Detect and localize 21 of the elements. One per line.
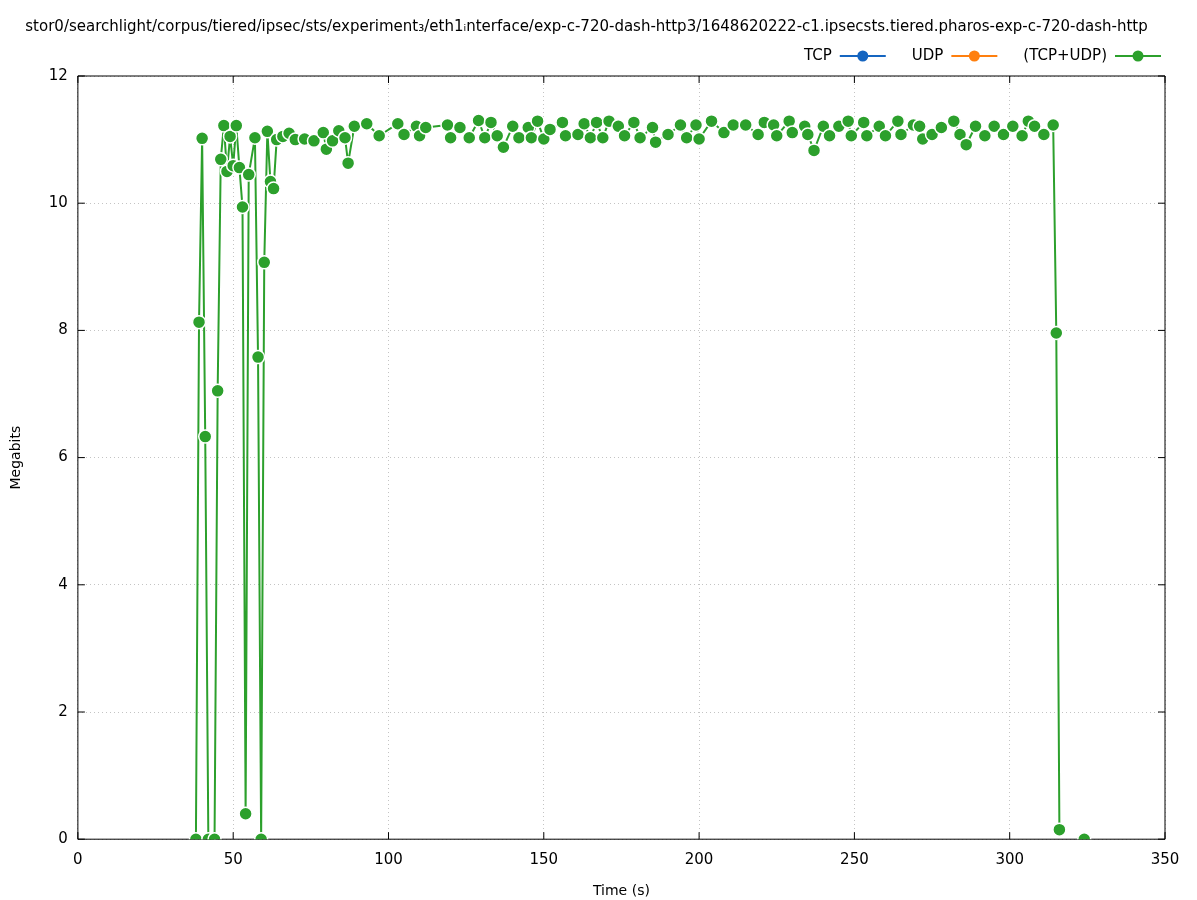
x-tick-label: 150	[529, 850, 559, 869]
legend-label: UDP	[911, 45, 944, 64]
y-tick-label: 6	[58, 447, 68, 466]
y-axis-title: Megabits	[7, 425, 24, 490]
y-tick-label: 12	[48, 65, 68, 84]
x-tick-label: 100	[374, 850, 403, 869]
chart-title: stor0/searchlight/corpus/tiered/ipsec/sts/experiment₃/eth1ᵢnterface/exp-c-720-dash-http3/1648620222-c1.ipsecsts.tiered.pharos-exp-c-720-dash-http	[25, 16, 1148, 35]
legend-label: TCP	[802, 45, 832, 64]
x-tick-label: 250	[840, 850, 869, 869]
x-tick-label: 300	[995, 850, 1025, 869]
y-tick-label: 2	[58, 701, 68, 720]
x-tick-label: 350	[1150, 850, 1180, 869]
y-tick-label: 8	[58, 320, 68, 339]
x-axis-title: Time (s)	[591, 882, 650, 899]
y-tick-label: 4	[58, 574, 68, 593]
x-tick-label: 0	[73, 850, 83, 869]
x-tick-label: 50	[223, 850, 243, 869]
y-tick-label: 10	[48, 193, 68, 212]
y-tick-label: 0	[58, 829, 68, 848]
x-tick-label: 200	[684, 850, 714, 869]
legend-label: (TCP+UDP)	[1023, 45, 1108, 64]
